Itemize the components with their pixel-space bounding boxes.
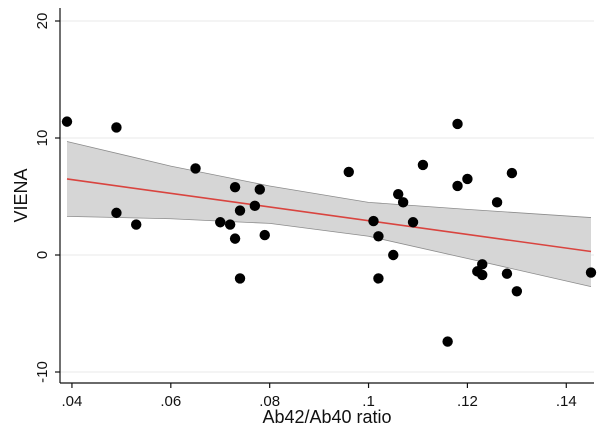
data-point-28 [477, 269, 488, 281]
data-point-3 [131, 219, 142, 230]
data-point-18 [388, 249, 399, 261]
data-point-9 [234, 205, 246, 216]
data-point-13 [259, 229, 270, 241]
x-tick-label-5: .14 [556, 393, 577, 410]
y-tick-label-1: 0 [34, 251, 51, 259]
data-point-8 [229, 233, 241, 244]
data-point-23 [442, 336, 453, 347]
confidence-band [66, 141, 592, 287]
data-point-21 [407, 217, 419, 228]
y-tick-label-3: 20 [34, 13, 51, 30]
data-point-7 [229, 181, 241, 193]
x-tick-label-0: .04 [62, 393, 83, 410]
data-point-24 [452, 118, 463, 130]
y-axis-title: VIENA [11, 168, 31, 222]
ci-band-lower-edge [66, 215, 592, 287]
data-point-17 [373, 273, 384, 284]
data-point-32 [506, 167, 518, 179]
data-point-22 [417, 159, 429, 171]
y-tick-label-0: -10 [34, 361, 51, 383]
fit-line [66, 178, 592, 253]
data-point-1 [111, 122, 122, 133]
data-point-34 [585, 267, 597, 278]
x-tick-label-3: .1 [362, 393, 375, 410]
data-point-6 [224, 219, 236, 230]
data-point-33 [511, 286, 523, 297]
data-point-19 [393, 188, 404, 200]
data-point-29 [477, 259, 488, 270]
data-points [61, 116, 597, 347]
ci-band-area [67, 141, 591, 287]
y-tick-label-2: 10 [34, 130, 51, 147]
data-point-26 [462, 173, 473, 185]
x-tick-label-4: .12 [457, 393, 478, 410]
x-axis-title: Ab42/Ab40 ratio [262, 407, 391, 427]
x-tick-label-2: .08 [259, 393, 280, 410]
data-point-14 [343, 166, 354, 178]
axes [55, 8, 594, 388]
data-point-10 [234, 273, 246, 284]
data-point-30 [491, 197, 503, 208]
data-point-20 [397, 197, 409, 208]
data-point-16 [373, 231, 384, 242]
data-point-25 [452, 180, 463, 192]
data-point-2 [111, 207, 122, 219]
ci-band-upper-edge [66, 141, 592, 218]
fit-line-group [66, 178, 592, 253]
tick-labels: -10 0 10 20 .04 .06 .08 .1 .12 .14 [34, 13, 577, 410]
data-point-5 [215, 217, 226, 228]
data-point-0 [61, 116, 73, 127]
x-tick-label-1: .06 [160, 393, 181, 410]
data-point-15 [368, 215, 379, 227]
data-point-11 [249, 200, 261, 212]
data-point-4 [190, 163, 201, 174]
data-point-12 [254, 184, 265, 195]
data-point-31 [501, 268, 513, 279]
